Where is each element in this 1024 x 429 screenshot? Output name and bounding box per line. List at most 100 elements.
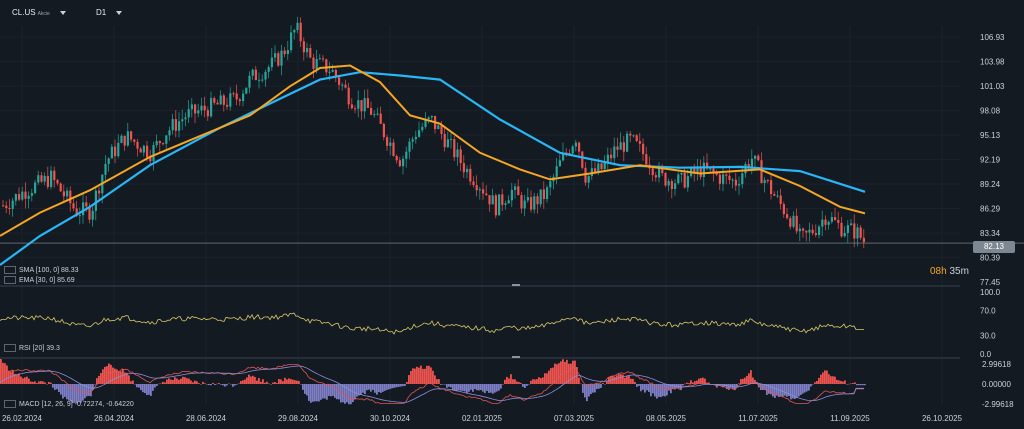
macd-hist-bar <box>90 384 92 397</box>
candle-body <box>382 123 385 138</box>
macd-hist-bar <box>226 384 228 386</box>
candle-body <box>456 149 459 158</box>
candle-body <box>840 222 843 237</box>
price-tick-label: 77.45 <box>980 278 1001 287</box>
macd-hist-bar <box>26 376 28 384</box>
macd-hist-bar <box>518 382 520 384</box>
macd-hist-bar <box>454 384 456 391</box>
macd-hist-bar <box>294 380 296 384</box>
macd-hist-bar <box>592 384 594 393</box>
candle-body <box>363 98 366 112</box>
candle-body <box>395 155 398 161</box>
macd-hist-bar <box>528 384 530 385</box>
candle-body <box>520 195 523 209</box>
macd-hist-bar <box>424 368 426 384</box>
rsi-legend[interactable]: RSI [20] 39.3 <box>4 344 60 352</box>
candle-body <box>142 145 145 153</box>
candle-body <box>814 233 817 236</box>
macd-hist-bar <box>246 377 248 384</box>
macd-hist-bar <box>252 375 254 384</box>
macd-hist-bar <box>498 384 500 391</box>
macd-hist-bar <box>274 382 276 384</box>
macd-hist-bar <box>806 384 808 392</box>
macd-hist-bar <box>546 373 548 384</box>
macd-legend[interactable]: MACD [12, 26, 9] -0.72274, -0.64220 <box>4 400 134 408</box>
macd-hist-bar <box>802 384 804 394</box>
candle-body <box>72 203 75 209</box>
candle-body <box>85 202 88 207</box>
candle-body <box>136 141 139 149</box>
candle-body <box>581 151 584 168</box>
candle-body <box>130 131 133 140</box>
macd-hist-bar <box>626 376 628 384</box>
candle-body <box>594 168 597 173</box>
macd-hist-bar <box>168 378 170 384</box>
macd-hist-bar <box>570 363 572 384</box>
candle-body <box>680 172 683 175</box>
pane-resize-handle-rsi[interactable] <box>512 284 520 286</box>
candle-body <box>123 135 126 146</box>
candle-body <box>715 173 718 175</box>
macd-hist-bar <box>402 384 404 387</box>
macd-hist-bar <box>556 364 558 384</box>
macd-hist-bar <box>36 383 38 384</box>
macd-hist-bar <box>478 384 480 391</box>
pane-resize-handle-macd[interactable] <box>512 356 520 358</box>
candle-body <box>539 189 542 205</box>
macd-hist-bar <box>178 379 180 384</box>
macd-hist-bar <box>22 378 24 384</box>
symbol-selector[interactable]: CL.US Akcie <box>12 8 66 17</box>
macd-hist-bar <box>536 379 538 384</box>
macd-hist-bar <box>428 365 430 384</box>
candle-body <box>786 214 789 219</box>
candle-countdown: 08h 35m <box>930 266 969 277</box>
candle-body <box>501 194 504 205</box>
macd-histogram <box>0 359 866 405</box>
candle-body <box>66 190 69 197</box>
candle-body <box>603 161 606 170</box>
macd-line <box>0 364 864 404</box>
macd-hist-bar <box>534 379 536 384</box>
sma-legend[interactable]: SMA [100, 0] 88.33 <box>4 266 79 274</box>
candle-body <box>658 167 661 178</box>
macd-hist-bar <box>632 378 634 384</box>
macd-hist-bar <box>20 376 22 384</box>
interval-selector[interactable]: D1 <box>96 8 123 17</box>
candle-body <box>424 119 427 127</box>
macd-hist-bar <box>796 384 798 399</box>
candle-body <box>219 95 222 105</box>
macd-hist-bar <box>846 384 848 385</box>
candle-body <box>389 142 392 146</box>
candle-body <box>56 180 59 184</box>
macd-hist-bar <box>792 384 794 399</box>
date-tick-label: 26.02.2024 <box>2 414 43 423</box>
macd-hist-bar <box>212 382 214 384</box>
candle-body <box>347 87 350 105</box>
candle-body <box>309 48 312 58</box>
macd-hist-bar <box>470 384 472 390</box>
macd-hist-bar <box>218 383 220 384</box>
candle-body <box>616 146 619 150</box>
candle-body <box>325 59 328 73</box>
candle-body <box>18 194 21 200</box>
macd-hist-bar <box>58 384 60 392</box>
macd-hist-bar <box>152 384 154 391</box>
candle-body <box>69 190 72 204</box>
macd-hist-bar <box>404 384 406 386</box>
candle-body <box>706 162 709 169</box>
macd-hist-bar <box>370 384 372 392</box>
ema-legend[interactable]: EMA [30, 0] 85.69 <box>4 276 75 284</box>
macd-hist-bar <box>148 384 150 395</box>
macd-hist-bar <box>520 382 522 384</box>
macd-hist-bar <box>558 363 560 384</box>
macd-hist-bar <box>308 384 310 401</box>
candle-body <box>338 77 341 85</box>
candle-body <box>546 187 549 200</box>
macd-hist-bar <box>408 375 410 384</box>
macd-hist-bar <box>530 380 532 384</box>
macd-hist-bar <box>828 374 830 384</box>
candle-body <box>667 181 670 186</box>
candle-body <box>686 176 689 188</box>
candle-body <box>754 155 757 159</box>
